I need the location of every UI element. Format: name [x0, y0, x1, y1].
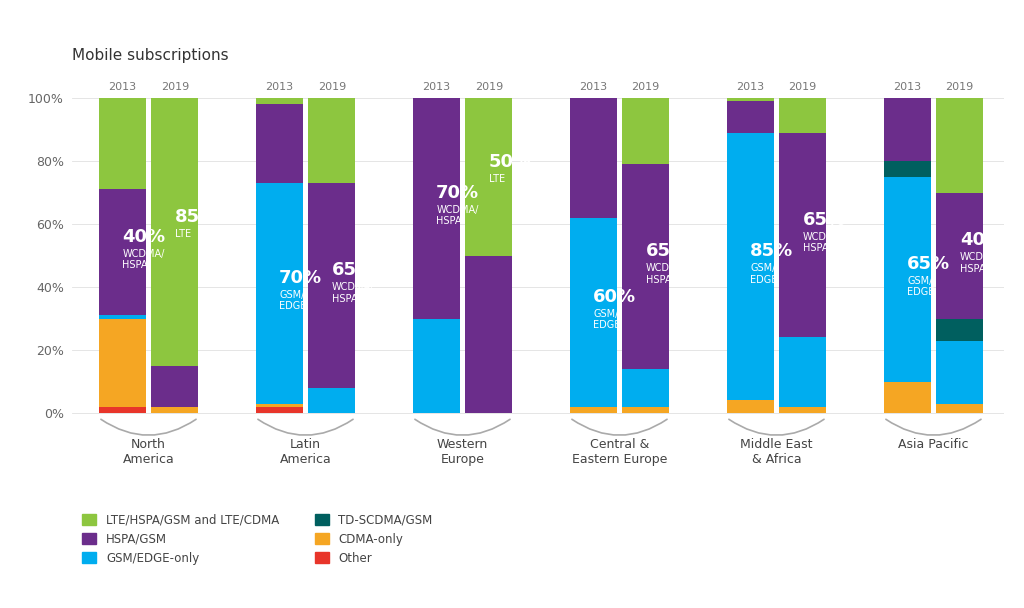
Bar — [727, 133, 774, 401]
Text: 70%: 70% — [436, 184, 479, 202]
Text: WCDMA/
HSPA: WCDMA/ HSPA — [122, 249, 165, 271]
Bar — [936, 319, 983, 340]
Text: Latin
America: Latin America — [280, 438, 332, 466]
Text: 2019: 2019 — [317, 83, 346, 92]
Text: WCDMA/
HSPA: WCDMA/ HSPA — [959, 252, 1002, 274]
Bar — [936, 340, 983, 404]
Bar — [779, 98, 826, 133]
Bar — [413, 98, 460, 319]
Text: North
America: North America — [123, 438, 174, 466]
Text: WCDMA/
HSPA: WCDMA/ HSPA — [646, 263, 688, 285]
Bar — [936, 98, 983, 193]
Text: 65%: 65% — [907, 255, 950, 273]
Text: 40%: 40% — [122, 228, 165, 246]
Text: 65%: 65% — [332, 261, 375, 279]
Bar — [256, 105, 303, 183]
Text: WCDMA/
HSPA: WCDMA/ HSPA — [332, 282, 374, 303]
Bar — [152, 407, 199, 413]
Bar — [98, 190, 145, 316]
Text: Middle East
& Africa: Middle East & Africa — [740, 438, 813, 466]
Text: Mobile subscriptions: Mobile subscriptions — [72, 48, 228, 63]
Text: GSM/
EDGE: GSM/ EDGE — [593, 309, 621, 330]
Bar — [884, 98, 931, 161]
Bar — [727, 401, 774, 413]
Text: 85%: 85% — [175, 208, 218, 226]
Bar — [256, 98, 303, 105]
Text: 2013: 2013 — [893, 83, 922, 92]
Bar — [98, 316, 145, 319]
Bar — [152, 98, 199, 366]
Bar — [623, 369, 670, 407]
Text: Western
Europe: Western Europe — [437, 438, 488, 466]
Bar — [152, 366, 199, 407]
Text: 65%: 65% — [803, 211, 846, 229]
Text: Asia Pacific: Asia Pacific — [898, 438, 969, 451]
Bar — [884, 382, 931, 413]
Bar — [569, 98, 616, 218]
Text: GSM/
EDGE: GSM/ EDGE — [751, 263, 777, 285]
Bar — [413, 319, 460, 413]
Bar — [308, 388, 355, 413]
Text: WCDMA/
HSPA: WCDMA/ HSPA — [803, 232, 845, 253]
Text: 50%: 50% — [488, 153, 531, 171]
Bar — [727, 102, 774, 133]
Bar — [308, 183, 355, 388]
Text: GSM/
EDGE: GSM/ EDGE — [907, 276, 935, 297]
Text: 70%: 70% — [280, 269, 323, 287]
Bar — [623, 164, 670, 369]
Text: 2019: 2019 — [161, 83, 188, 92]
Bar — [779, 407, 826, 413]
Bar — [98, 98, 145, 190]
Text: GSM/
EDGE: GSM/ EDGE — [280, 290, 306, 311]
Bar — [308, 98, 355, 183]
Text: LTE: LTE — [488, 174, 505, 184]
Text: 2013: 2013 — [580, 83, 607, 92]
Legend: LTE/HSPA/GSM and LTE/CDMA, HSPA/GSM, GSM/EDGE-only, TD-SCDMA/GSM, CDMA-only, Oth: LTE/HSPA/GSM and LTE/CDMA, HSPA/GSM, GSM… — [78, 509, 437, 569]
Bar — [256, 407, 303, 413]
Text: WCDMA/
HSPA: WCDMA/ HSPA — [436, 206, 478, 226]
Text: 2013: 2013 — [265, 83, 293, 92]
Text: 2019: 2019 — [788, 83, 817, 92]
Bar — [256, 404, 303, 407]
Bar — [256, 183, 303, 404]
Text: 65%: 65% — [646, 243, 689, 260]
Text: 60%: 60% — [593, 288, 636, 306]
Text: 2013: 2013 — [109, 83, 136, 92]
Bar — [884, 161, 931, 177]
Text: Central &
Eastern Europe: Central & Eastern Europe — [571, 438, 668, 466]
Text: 2013: 2013 — [736, 83, 764, 92]
Bar — [465, 255, 512, 413]
Bar — [779, 337, 826, 407]
Bar — [623, 407, 670, 413]
Text: 2019: 2019 — [632, 83, 659, 92]
Bar — [569, 407, 616, 413]
Bar — [98, 407, 145, 413]
Bar — [936, 404, 983, 413]
Text: 85%: 85% — [751, 243, 794, 260]
Text: 2019: 2019 — [475, 83, 503, 92]
Text: 40%: 40% — [959, 231, 1002, 249]
Text: 2013: 2013 — [422, 83, 451, 92]
Bar — [727, 98, 774, 102]
Text: 2019: 2019 — [945, 83, 974, 92]
Text: LTE: LTE — [175, 229, 190, 239]
Bar — [936, 193, 983, 319]
Bar — [623, 98, 670, 164]
Bar — [779, 133, 826, 337]
Bar — [98, 319, 145, 407]
Bar — [884, 177, 931, 382]
Bar — [465, 98, 512, 255]
Bar — [569, 218, 616, 407]
